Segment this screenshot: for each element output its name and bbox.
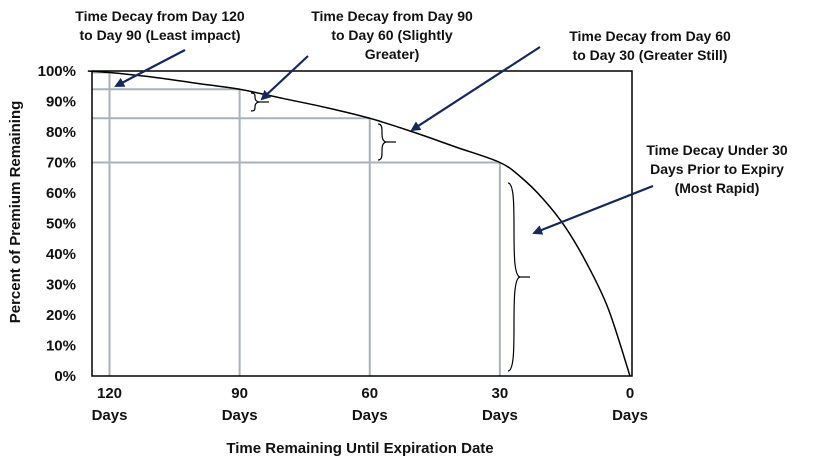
- annotation-line: Time Decay from Day 60: [569, 28, 731, 44]
- x-tick-unit-label: Days: [92, 407, 128, 424]
- decay-brace: [507, 182, 521, 372]
- decay-brace: [250, 92, 260, 112]
- x-tick-label: 90: [231, 385, 248, 402]
- x-tick-unit-label: Days: [482, 407, 518, 424]
- x-axis-ticks: 120 Days 90 Days 60 Days 30 Days 0 Days: [92, 385, 648, 424]
- x-tick-label: 60: [361, 385, 378, 402]
- y-tick-label: 30%: [46, 277, 76, 294]
- annotation-line: Days Prior to Expiry: [650, 161, 784, 177]
- x-tick-unit-label: Days: [222, 407, 258, 424]
- annotation-label: Time Decay Under 30 Days Prior to Expiry (…: [646, 142, 788, 196]
- y-tick-label: 60%: [46, 185, 76, 202]
- x-tick-label: 120: [97, 385, 122, 402]
- x-axis-title: Time Remaining Until Expiration Date: [226, 440, 493, 457]
- annotation-arrow: [410, 46, 541, 132]
- y-tick-label: 100%: [38, 63, 76, 80]
- annotation-label: Time Decay from Day 60 to Day 30 (Greater…: [569, 28, 731, 63]
- annotation-label: Time Decay from Day 90 to Day 60 (Slightl…: [311, 8, 473, 62]
- y-axis-title: Percent of Premium Remaining: [7, 101, 24, 324]
- x-tick-label: 30: [492, 385, 509, 402]
- y-tick-label: 40%: [46, 246, 76, 263]
- y-tick-label: 0%: [54, 368, 76, 385]
- x-tick-unit-label: Days: [612, 407, 648, 424]
- y-tick-label: 10%: [46, 338, 76, 355]
- annotation-line: Greater): [365, 46, 419, 62]
- y-tick-label: 20%: [46, 307, 76, 324]
- decay-curve-line: [87, 70, 631, 377]
- annotation-label: Time Decay from Day 120 to Day 90 (Least …: [75, 8, 245, 43]
- annotation-arrow: [532, 184, 654, 235]
- decay-braces: [250, 92, 530, 372]
- annotation-line: to Day 30 (Greater Still): [573, 47, 728, 63]
- annotation-line: Time Decay Under 30: [646, 142, 788, 158]
- annotation-line: Time Decay from Day 120: [75, 8, 245, 24]
- annotation-arrow: [114, 49, 186, 87]
- y-tick-label: 50%: [46, 216, 76, 233]
- decay-brace: [377, 123, 387, 161]
- y-axis-ticks: 100% 90% 80% 70% 60% 50% 40% 30% 20% 10% 0%: [38, 63, 76, 385]
- y-tick-label: 90%: [46, 94, 76, 111]
- annotation-line: Time Decay from Day 90: [311, 8, 473, 24]
- y-tick-label: 70%: [46, 155, 76, 172]
- plot-frame: [91, 70, 633, 377]
- x-tick-unit-label: Days: [352, 407, 388, 424]
- y-tick-label: 80%: [46, 124, 76, 141]
- annotation-arrows: [114, 46, 654, 235]
- annotation-line: to Day 90 (Least impact): [79, 27, 240, 43]
- annotation-line: (Most Rapid): [675, 180, 760, 196]
- annotation-line: to Day 60 (Slightly: [331, 27, 453, 43]
- annotations: Time Decay from Day 120 to Day 90 (Least …: [75, 8, 788, 196]
- annotation-arrow: [260, 55, 309, 101]
- guide-lines: [92, 71, 501, 376]
- x-tick-label: 0: [626, 385, 634, 402]
